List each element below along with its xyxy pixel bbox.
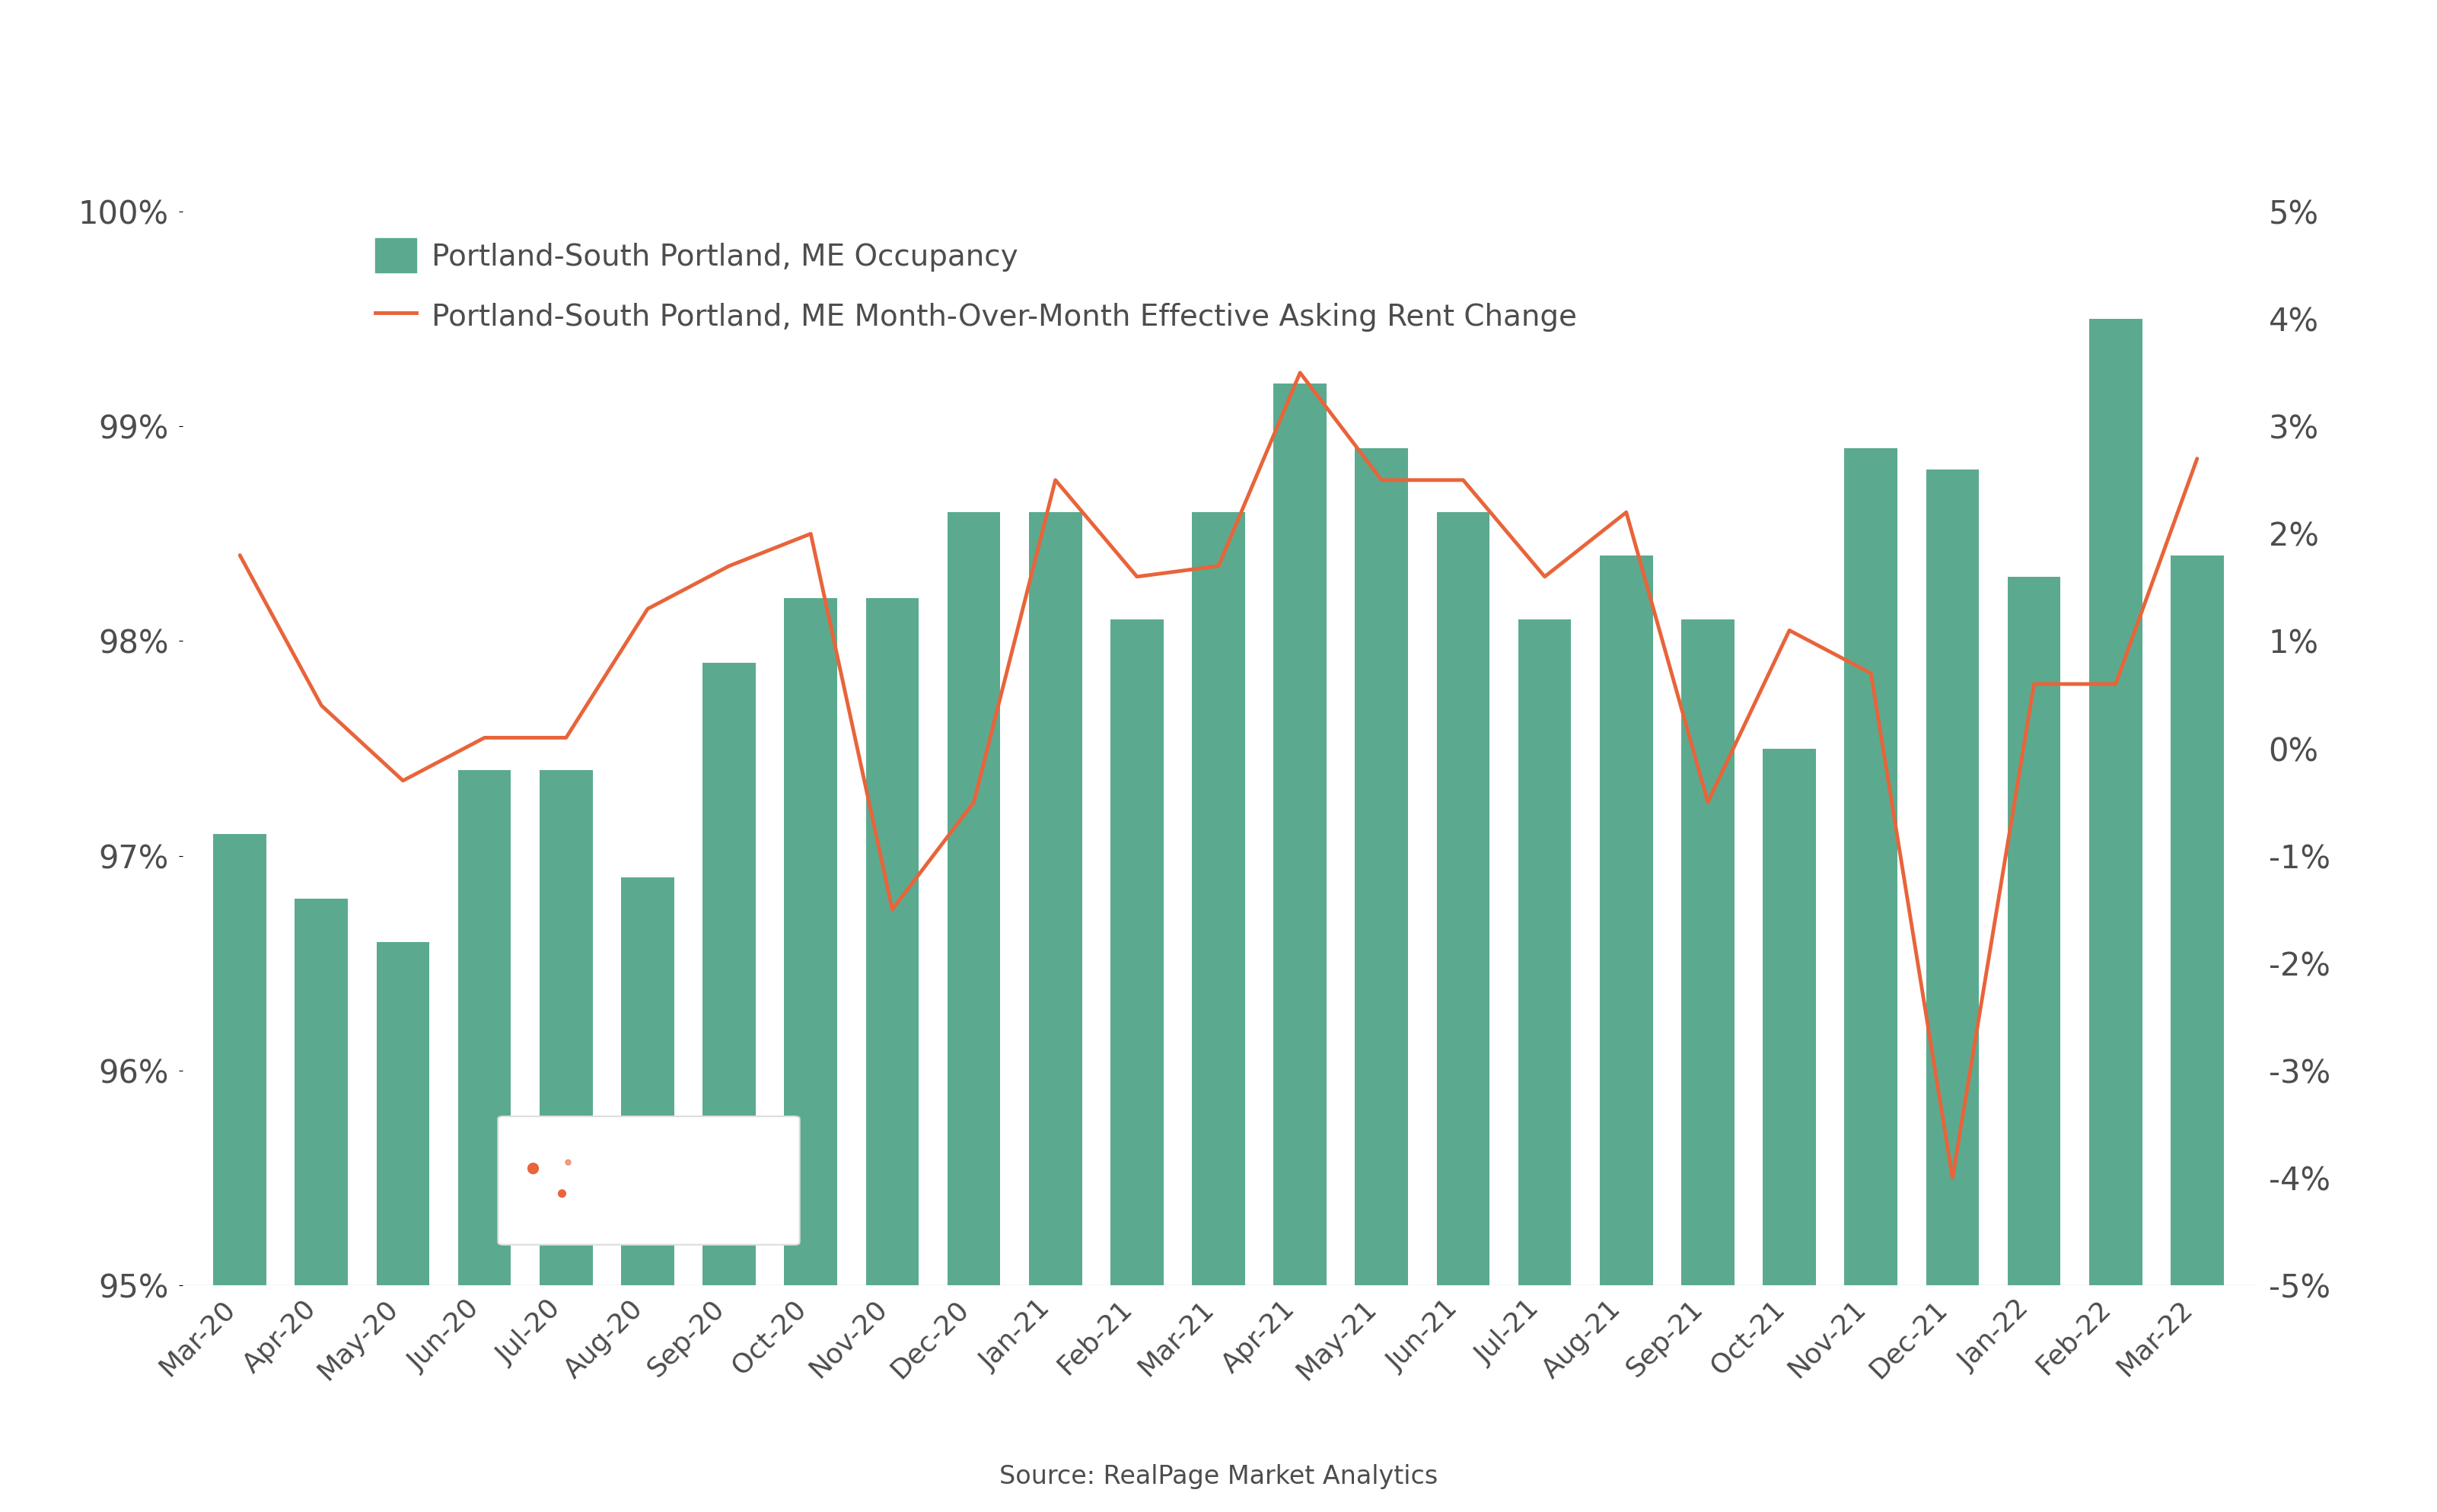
Bar (1682, 620, 1735, 1285)
Bar (1518, 620, 1572, 1285)
Bar (1192, 513, 1245, 1285)
Bar (375, 942, 429, 1285)
Bar (295, 898, 348, 1285)
Bar (1925, 469, 1979, 1285)
Bar (948, 513, 999, 1285)
Bar (539, 770, 592, 1285)
Bar (1111, 620, 1162, 1285)
Bar (458, 770, 512, 1285)
Bar (1845, 448, 1898, 1285)
Bar (1438, 513, 1489, 1285)
Bar (214, 835, 266, 1285)
Bar (621, 877, 675, 1285)
Bar (865, 599, 919, 1285)
Bar (2008, 576, 2062, 1285)
Bar (702, 662, 755, 1285)
Bar (1355, 448, 1409, 1285)
Bar (1762, 748, 1816, 1285)
Bar (1275, 384, 1326, 1285)
Bar (785, 599, 838, 1285)
Bar (1028, 513, 1082, 1285)
Bar (2089, 319, 2142, 1285)
Bar (2171, 555, 2223, 1285)
Legend: Portland-South Portland, ME Occupancy, Portland-South Portland, ME Month-Over-Mo: Portland-South Portland, ME Occupancy, P… (363, 227, 1589, 345)
Text: Source: RealPage Market Analytics: Source: RealPage Market Analytics (999, 1464, 1438, 1489)
Bar (1599, 555, 1652, 1285)
